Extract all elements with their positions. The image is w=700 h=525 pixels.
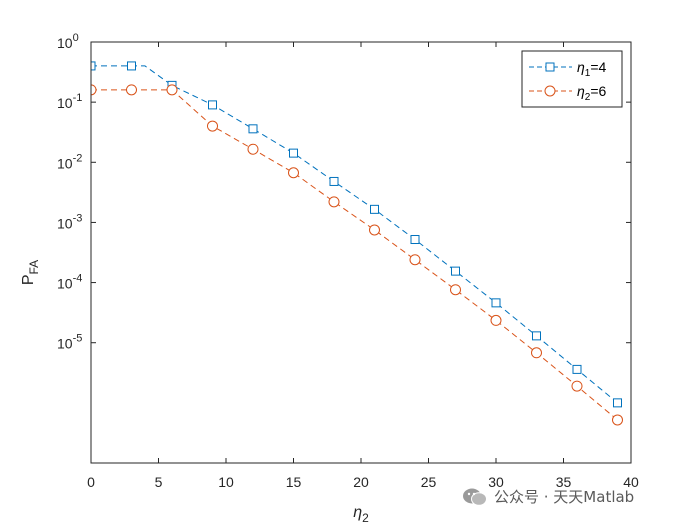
x-tick-label: 15 bbox=[286, 474, 302, 490]
x-axis-label: η2 bbox=[353, 504, 369, 525]
x-tick-label: 25 bbox=[421, 474, 437, 490]
y-axis-label: PFA bbox=[20, 260, 41, 285]
y-tick-label: 10-1 bbox=[57, 92, 82, 111]
legend-label: η1=4 bbox=[577, 59, 607, 79]
x-tick-label: 20 bbox=[353, 474, 369, 490]
series-1-point bbox=[127, 61, 136, 71]
legend-marker bbox=[544, 85, 556, 97]
series-1-point bbox=[572, 364, 582, 374]
legend-item-2: η2=6 bbox=[529, 83, 607, 103]
series-2-point bbox=[369, 224, 380, 236]
series-2-point bbox=[247, 143, 259, 155]
series-1-point bbox=[410, 235, 420, 245]
series-1-point bbox=[329, 176, 339, 186]
labels-layer: η2 PFA bbox=[20, 260, 369, 525]
x-tick-label: 35 bbox=[556, 474, 572, 490]
series-1-point bbox=[451, 266, 460, 276]
legend: η1=4 η2=6 bbox=[521, 50, 623, 108]
series-1-point bbox=[370, 204, 379, 214]
legend-item-1: η1=4 bbox=[529, 59, 607, 79]
series-1-point bbox=[613, 398, 622, 408]
x-tick-label: 30 bbox=[488, 474, 504, 490]
series-1 bbox=[91, 61, 622, 408]
series-2 bbox=[91, 84, 623, 426]
legend-label: η2=6 bbox=[577, 83, 607, 103]
legend-box bbox=[521, 50, 623, 108]
watermark-text: 公众号 · 天天Matlab bbox=[494, 488, 635, 506]
series-2-point bbox=[328, 196, 340, 208]
y-tick-label: 10-4 bbox=[57, 273, 82, 292]
series-1-point bbox=[248, 124, 258, 134]
plot-area bbox=[91, 42, 631, 463]
series-2-point bbox=[531, 347, 542, 359]
y-tick-label: 10-3 bbox=[57, 212, 82, 231]
series-2-point bbox=[450, 284, 461, 296]
series-layer bbox=[91, 61, 623, 426]
x-tick-label: 40 bbox=[623, 474, 639, 490]
series-2-point bbox=[166, 84, 178, 96]
legend-marker bbox=[545, 62, 555, 72]
wechat-icon bbox=[462, 487, 488, 507]
x-tick-label: 0 bbox=[87, 474, 95, 490]
series-2-point bbox=[409, 254, 421, 266]
series-1-line bbox=[91, 65, 618, 404]
series-2-point bbox=[490, 314, 502, 326]
y-tick-label: 100 bbox=[57, 32, 79, 51]
series-1-point bbox=[91, 61, 96, 71]
watermark: 公众号 · 天天Matlab bbox=[462, 486, 634, 507]
y-tick-label: 10-2 bbox=[57, 152, 82, 171]
x-tick-label: 10 bbox=[218, 474, 234, 490]
series-2-point bbox=[207, 120, 218, 132]
series-1-point bbox=[289, 148, 298, 158]
series-2-point bbox=[126, 84, 137, 96]
series-2-point bbox=[91, 84, 97, 96]
ticks-layer: 0 5 10 15 20 25 30 35 40 100 10-1 10-2 10-3 10-4 10-5 bbox=[57, 32, 639, 490]
series-2-point bbox=[612, 414, 623, 426]
series-2-point bbox=[288, 167, 299, 179]
series-1-point bbox=[208, 100, 217, 110]
series-2-point bbox=[571, 380, 583, 392]
y-tick-label: 10-5 bbox=[57, 333, 82, 352]
x-tick-label: 5 bbox=[155, 474, 163, 490]
svg-text:PFA: PFA bbox=[20, 260, 41, 285]
series-1-point bbox=[491, 298, 501, 308]
series-1-point bbox=[532, 331, 541, 341]
